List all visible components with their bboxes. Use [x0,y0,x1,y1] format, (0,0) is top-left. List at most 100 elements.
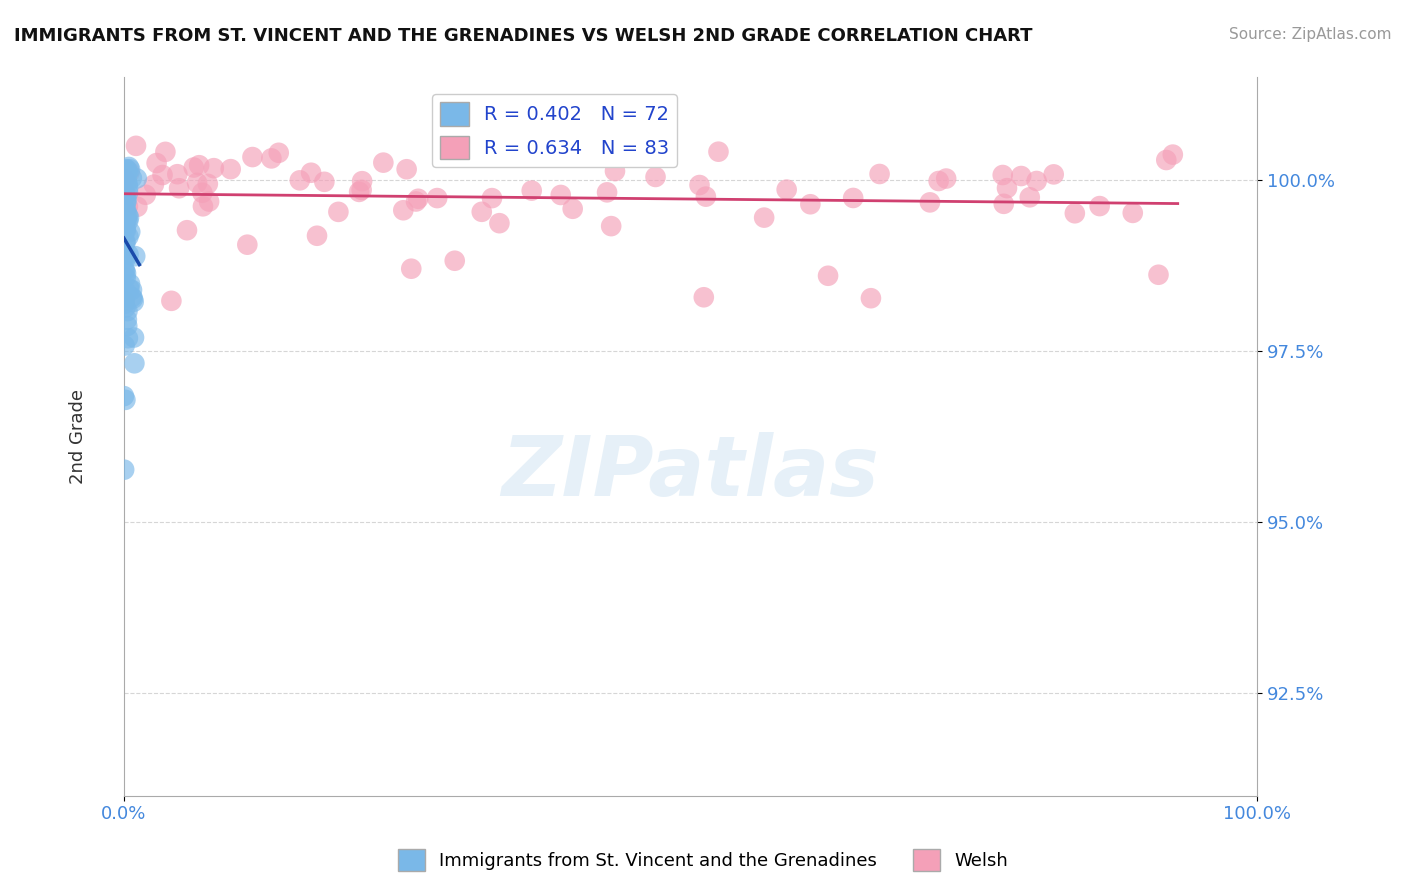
Point [118,160,141,174]
Point [112,186,135,201]
Point [114,248,136,262]
Point [1042,167,1064,181]
Point [155,145,177,159]
Point [236,237,259,252]
Point [115,175,138,189]
Point [114,186,136,200]
Point [121,283,143,297]
Point [776,183,799,197]
Text: ZIPatlas: ZIPatlas [502,432,879,513]
Point [114,263,136,277]
Point [406,192,429,206]
Point [114,294,136,309]
Point [115,203,138,218]
Point [242,150,264,164]
Point [114,174,136,188]
Point [117,208,139,222]
Point [115,312,138,326]
Point [693,290,716,304]
Point [392,203,415,218]
Point [352,174,374,188]
Point [117,165,139,179]
Point [117,186,139,200]
Point [114,235,136,249]
Point [1018,190,1040,204]
Point [114,180,136,194]
Point [114,222,136,236]
Point [115,195,138,210]
Point [114,204,136,219]
Point [443,253,465,268]
Point [145,156,167,170]
Point [118,165,141,179]
Point [125,171,148,186]
Point [115,205,138,219]
Point [1156,153,1178,167]
Point [644,169,666,184]
Point [117,331,139,345]
Point [117,181,139,195]
Point [176,223,198,237]
Point [115,212,138,227]
Point [260,152,283,166]
Point [115,177,138,191]
Point [299,166,322,180]
Legend: R = 0.402   N = 72, R = 0.634   N = 83: R = 0.402 N = 72, R = 0.634 N = 83 [432,95,678,167]
Point [124,249,146,263]
Point [114,338,136,352]
Point [115,194,138,208]
Point [935,171,957,186]
Point [117,178,139,192]
Point [115,174,138,188]
Point [689,178,711,192]
Point [142,178,165,192]
Point [135,187,157,202]
Point [596,186,619,200]
Point [115,192,138,206]
Point [114,174,136,188]
Point [1063,206,1085,220]
Point [124,356,146,370]
Point [120,225,142,239]
Point [395,162,418,177]
Point [117,229,139,244]
Point [219,162,242,177]
Point [842,191,865,205]
Point [112,290,135,304]
Point [118,282,141,296]
Point [115,170,138,185]
Point [817,268,839,283]
Point [115,162,138,177]
Text: 2nd Grade: 2nd Grade [69,389,87,484]
Point [1147,268,1170,282]
Point [202,161,225,176]
Point [117,214,139,228]
Point [993,197,1015,211]
Point [115,187,138,202]
Point [118,211,141,225]
Point [197,177,219,191]
Point [288,173,311,187]
Point [305,228,328,243]
Point [267,145,290,160]
Point [488,216,510,230]
Point [186,176,208,190]
Point [122,330,145,344]
Point [114,301,136,315]
Point [350,183,373,197]
Point [695,189,717,203]
Point [117,247,139,261]
Point [152,168,174,182]
Point [481,191,503,205]
Point [114,392,136,407]
Point [127,200,149,214]
Point [114,285,136,299]
Point [1088,199,1111,213]
Point [114,172,136,186]
Point [1161,147,1184,161]
Point [1122,206,1144,220]
Point [183,161,205,175]
Point [550,188,572,202]
Point [603,164,626,178]
Point [314,175,336,189]
